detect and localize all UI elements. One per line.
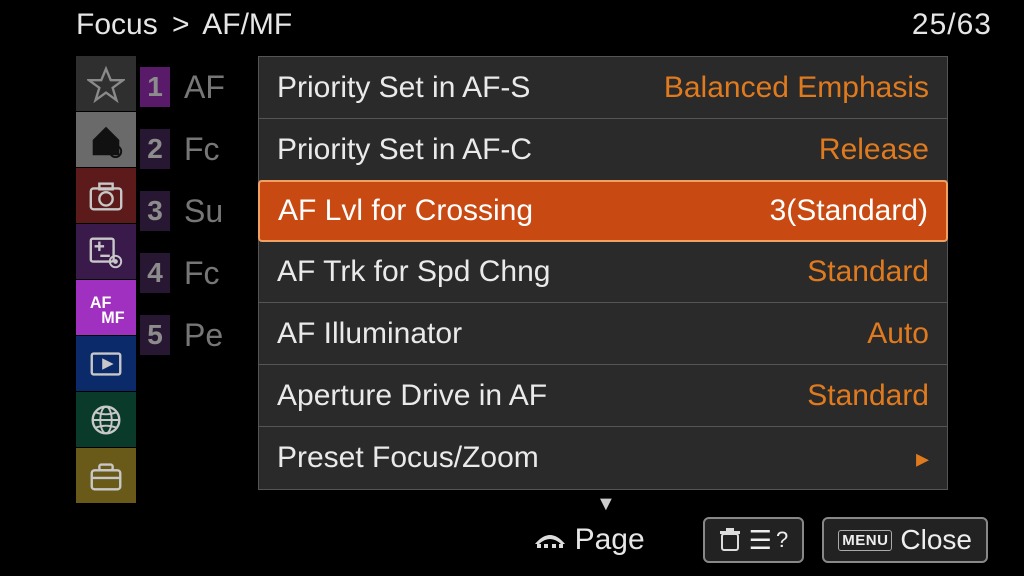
setting-row[interactable]: Priority Set in AF-S Balanced Emphasis (259, 57, 947, 119)
setting-row[interactable]: AF Trk for Spd Chng Standard (259, 241, 947, 303)
setting-label: Priority Set in AF-C (277, 133, 532, 167)
camera-menu-screen: Focus > AF/MF 25/63 AFMF 1 AF 2 Fc 3 Su 4 Fc 5 Pe… (0, 0, 1024, 576)
sub-tab-label: Fc (184, 255, 220, 292)
sub-tab-2[interactable]: 2 Fc (140, 118, 270, 180)
sub-tab-label: Pe (184, 317, 223, 354)
setting-label: AF Trk for Spd Chng (277, 255, 550, 289)
breadcrumb-sub: AF/MF (202, 8, 292, 41)
setting-label: Aperture Drive in AF (277, 379, 547, 413)
sub-tab-4[interactable]: 4 Fc (140, 242, 270, 304)
page-label: Page (575, 523, 645, 557)
rail-home[interactable] (76, 112, 136, 168)
close-button[interactable]: MENU Close (822, 517, 988, 563)
subcategory-column: 1 AF 2 Fc 3 Su 4 Fc 5 Pe (140, 56, 270, 366)
sub-tab-label: Fc (184, 131, 220, 168)
dial-icon (533, 530, 567, 550)
setting-label: Preset Focus/Zoom (277, 441, 539, 475)
close-label: Close (900, 524, 972, 556)
rail-exposure[interactable] (76, 224, 136, 280)
rail-afmf[interactable]: AFMF (76, 280, 136, 336)
setting-value: Release (819, 133, 929, 167)
sub-tab-number: 5 (140, 315, 170, 355)
page-hint: Page (533, 523, 645, 557)
setting-value: Auto (867, 317, 929, 351)
sub-tab-1[interactable]: 1 AF (140, 56, 270, 118)
setting-label: AF Illuminator (277, 317, 462, 351)
setting-label: AF Lvl for Crossing (278, 194, 533, 228)
rail-toolbox[interactable] (76, 448, 136, 504)
help-lines-icon: ☰ (749, 525, 772, 556)
sub-tab-number: 2 (140, 129, 170, 169)
rail-star[interactable] (76, 56, 136, 112)
rail-playback[interactable] (76, 336, 136, 392)
breadcrumb-root: Focus (76, 8, 158, 41)
help-button[interactable]: ☰? (703, 517, 805, 563)
setting-row[interactable]: Aperture Drive in AF Standard (259, 365, 947, 427)
svg-text:MF: MF (101, 309, 124, 327)
setting-value: ▸ (908, 441, 929, 475)
setting-value: Standard (807, 379, 929, 413)
category-rail: AFMF (76, 56, 136, 504)
breadcrumb-sep: > (172, 8, 190, 41)
setting-value: Standard (807, 255, 929, 289)
setting-row[interactable]: Preset Focus/Zoom ▸ (259, 427, 947, 489)
sub-tab-number: 3 (140, 191, 170, 231)
sub-tab-number: 4 (140, 253, 170, 293)
more-below-indicator: ▼ (596, 493, 616, 516)
trash-icon (719, 528, 741, 552)
setting-value: 3(Standard) (770, 194, 928, 228)
setting-value: Balanced Emphasis (664, 71, 929, 105)
sub-tab-number: 1 (140, 67, 170, 107)
page-counter: 25/63 (912, 8, 992, 42)
sub-tab-label: AF (184, 69, 225, 106)
bottom-bar: Page ☰? MENU Close (0, 514, 1024, 566)
rail-globe[interactable] (76, 392, 136, 448)
menu-tag: MENU (838, 530, 892, 551)
chevron-right-icon: ▸ (916, 443, 929, 473)
breadcrumb: Focus > AF/MF (76, 8, 292, 42)
setting-row[interactable]: AF Lvl for Crossing 3(Standard) (258, 180, 948, 242)
setting-row[interactable]: Priority Set in AF-C Release (259, 119, 947, 181)
setting-label: Priority Set in AF-S (277, 71, 530, 105)
topbar: Focus > AF/MF 25/63 (76, 6, 992, 44)
settings-panel: Priority Set in AF-SBalanced EmphasisPri… (258, 56, 948, 490)
setting-row[interactable]: AF Illuminator Auto (259, 303, 947, 365)
sub-tab-5[interactable]: 5 Pe (140, 304, 270, 366)
sub-tab-label: Su (184, 193, 223, 230)
sub-tab-3[interactable]: 3 Su (140, 180, 270, 242)
rail-camera[interactable] (76, 168, 136, 224)
